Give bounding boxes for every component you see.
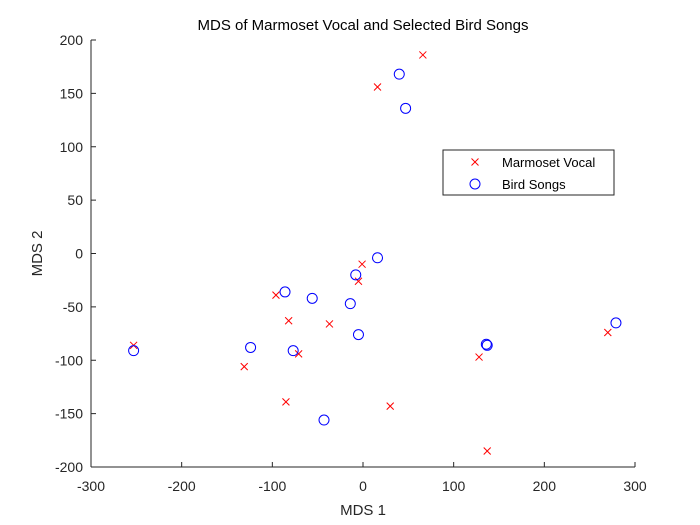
marmoset-vocal-point: [483, 447, 492, 455]
marmoset-vocal-point: [294, 349, 303, 358]
plot-area: [91, 40, 635, 467]
marmoset-vocal-point-stroke: [294, 349, 303, 358]
marmoset-vocal-point-stroke: [475, 353, 483, 361]
bird-songs-point: [352, 329, 364, 341]
legend-label-bird-songs: Bird Songs: [502, 177, 566, 192]
marmoset-vocal-point-stroke: [354, 277, 363, 286]
data-marks: [128, 51, 622, 455]
legend-label-marmoset-vocal: Marmoset Vocal: [502, 155, 595, 170]
axis-ticks: -300 -200 -100 0 100 200 300 200 150 100 50 0 -50 -10…: [55, 32, 647, 494]
marmoset-vocal-point-stroke: [284, 316, 293, 325]
marmoset-vocal-point: [373, 83, 382, 91]
marmoset-vocal-point-stroke: [373, 83, 382, 91]
y-tick-label: 50: [67, 192, 83, 208]
bird-songs-point: [400, 102, 412, 114]
bird-songs-point: [279, 286, 291, 298]
x-tick-label: 200: [533, 478, 557, 494]
legend-symbol: [469, 178, 481, 190]
y-tick-label: 200: [60, 32, 84, 48]
y-tick-label: -50: [63, 299, 83, 315]
marmoset-vocal-point: [354, 277, 363, 286]
marmoset-vocal-point: [603, 328, 612, 337]
y-tick-label: 100: [60, 139, 84, 155]
x-axis-label: MDS 1: [340, 502, 386, 519]
y-tick-label: -150: [55, 406, 83, 422]
bird-songs-point: [306, 292, 318, 304]
y-tick-label: -100: [55, 352, 83, 368]
marmoset-vocal-point-stroke: [358, 260, 366, 269]
bird-songs-point: [350, 269, 362, 281]
bird-songs-point: [128, 345, 140, 357]
marmoset-vocal-point-stroke: [240, 362, 249, 371]
y-tick-label: -200: [55, 459, 83, 475]
x-tick-label: -200: [168, 478, 196, 494]
marmoset-vocal-point: [325, 320, 334, 328]
marmoset-vocal-point-stroke: [483, 447, 492, 455]
marmoset-vocal-point-stroke: [418, 51, 427, 59]
x-tick-label: 100: [442, 478, 466, 494]
bird-songs-point: [344, 298, 356, 310]
legend-symbol: [471, 158, 479, 166]
bird-songs-point: [287, 345, 299, 357]
bird-songs-point: [245, 341, 257, 353]
x-tick-label: 300: [623, 478, 647, 494]
marmoset-vocal-point-stroke: [603, 328, 612, 337]
bird-songs-point: [610, 317, 622, 329]
legend: Marmoset Vocal Bird Songs: [442, 149, 615, 196]
chart-title: MDS of Marmoset Vocal and Selected Bird …: [198, 17, 529, 34]
y-tick-label: 150: [60, 85, 84, 101]
x-tick-label: -300: [77, 478, 105, 494]
marmoset-vocal-point: [475, 353, 483, 361]
y-axis-label: MDS 2: [29, 231, 46, 277]
legend-marker-marmoset-vocal: [471, 158, 479, 166]
bird-songs-point: [393, 68, 405, 80]
marmoset-vocal-point: [240, 362, 249, 371]
bird-songs-point: [480, 338, 492, 350]
bird-songs-point: [372, 252, 384, 264]
y-tick-label: 0: [75, 246, 83, 262]
marmoset-vocal-point-stroke: [325, 320, 334, 328]
marmoset-vocal-point: [418, 51, 427, 59]
x-tick-label: 0: [359, 478, 367, 494]
marmoset-vocal-point-stroke: [386, 402, 395, 411]
marmoset-vocal-point: [282, 398, 290, 406]
legend-symbol-stroke: [471, 158, 479, 166]
x-tick-label: -100: [258, 478, 286, 494]
marmoset-vocal-point: [272, 291, 280, 299]
marmoset-vocal-point-stroke: [282, 398, 290, 406]
marmoset-vocal-point: [358, 260, 366, 269]
marmoset-vocal-point-stroke: [272, 291, 280, 299]
bird-songs-point: [318, 414, 330, 426]
marmoset-vocal-point: [386, 402, 395, 411]
bird-songs-point: [481, 339, 493, 351]
marmoset-vocal-point: [284, 316, 293, 325]
legend-marker-bird-songs: [469, 178, 481, 190]
